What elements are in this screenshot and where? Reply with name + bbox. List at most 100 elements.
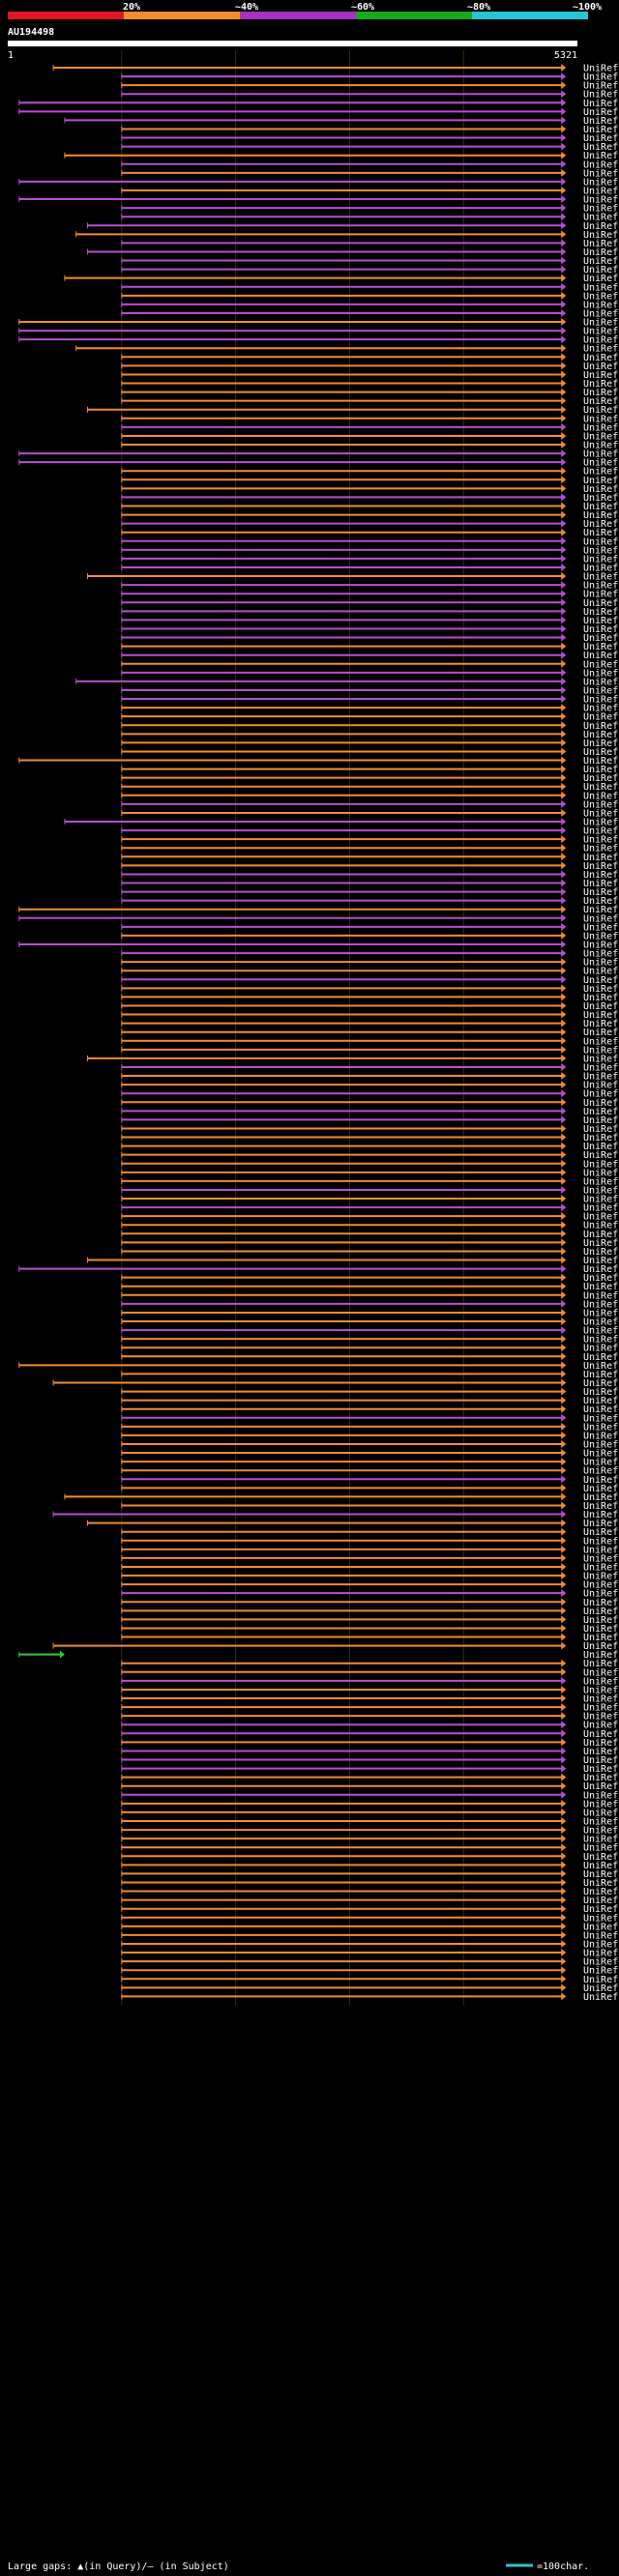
hit-row[interactable]: UniRef100_Q8VPN0 xyxy=(121,1045,619,1056)
hit-row[interactable]: UniRef100_Q5JTD0 xyxy=(121,1370,619,1380)
hit-label[interactable]: UniRef100_UP100... xyxy=(583,1536,619,1547)
hit-label[interactable]: UniRef100_B2GTX8 xyxy=(583,1747,619,1757)
hit-row[interactable]: UniRef100_UP100... xyxy=(121,204,619,215)
hit-row[interactable]: UniRef100_B9DP95 xyxy=(121,1781,619,1792)
hit-label[interactable]: UniRef100_A7HNV0 xyxy=(583,1221,619,1231)
hit-label[interactable]: UniRef100_UP100... xyxy=(583,1667,619,1678)
hit-row[interactable]: UniRef100_B9MQD7 xyxy=(121,949,619,960)
hit-row[interactable]: UniRef100_Q6S3Z5 xyxy=(121,1721,619,1731)
hit-label[interactable]: UniRef100_A2DW64 xyxy=(583,1843,619,1854)
hit-row[interactable]: UniRef100_C7BGM0 xyxy=(75,230,619,241)
hit-label[interactable]: UniRef100_C7BGN9 xyxy=(583,344,619,355)
hit-row[interactable]: UniRef100_C3DQ94 xyxy=(121,853,619,863)
hit-row[interactable]: UniRef100_UP100... xyxy=(64,274,619,284)
hit-row[interactable]: UniRef100_UP100... xyxy=(121,519,619,530)
hit-label[interactable]: UniRef100_B9NQ39 xyxy=(583,1650,619,1661)
hit-row[interactable]: UniRef100_Q52K18 xyxy=(121,616,619,626)
hit-row[interactable]: UniRef100_B7ZW90 xyxy=(121,1413,619,1424)
hit-row[interactable]: UniRef100_C4RII8 xyxy=(121,835,619,846)
hit-row[interactable]: UniRef100_C9YB77 xyxy=(121,1247,619,1258)
hit-row[interactable]: UniRef100_Q13023 xyxy=(121,1869,619,1880)
hit-row[interactable]: UniRef100_Q9Z6K9 xyxy=(121,493,619,504)
hit-row[interactable]: UniRef100_UP100... xyxy=(121,1352,619,1363)
hit-row[interactable]: UniRef100_O43516 xyxy=(121,1852,619,1863)
hit-row[interactable]: UniRef100_C5G9C0 xyxy=(121,1466,619,1477)
hit-label[interactable]: UniRef100_C9YB77 xyxy=(583,1247,619,1258)
hit-label[interactable]: UniRef100_Q6C1P4 xyxy=(583,1501,619,1512)
hit-label[interactable]: UniRef100_C3DQ94 xyxy=(583,853,619,863)
hit-row[interactable]: UniRef100_UP100... xyxy=(121,142,619,153)
hit-row[interactable]: UniRef100_UP100... xyxy=(121,186,619,196)
hit-row[interactable]: UniRef100_UP100... xyxy=(121,528,619,538)
hit-label[interactable]: UniRef100_C5P993 xyxy=(583,1150,619,1161)
hit-label[interactable]: UniRef100_Q2J6C4 xyxy=(583,1028,619,1038)
hit-label[interactable]: UniRef100_C1JIJ0 xyxy=(583,431,619,442)
hit-row[interactable]: UniRef100_UP100... xyxy=(121,1676,619,1687)
hit-label[interactable]: UniRef100_B9EWU9 xyxy=(583,1790,619,1801)
hit-label[interactable]: UniRef100_Q6Z5I9 xyxy=(583,1861,619,1871)
hit-label[interactable]: UniRef100_C1EH37 xyxy=(583,1326,619,1337)
hit-label[interactable]: UniRef100_P10165 xyxy=(583,72,619,83)
hit-label[interactable]: UniRef100_UP100... xyxy=(583,633,619,644)
hit-label[interactable]: UniRef100_Q7K5D3 xyxy=(583,353,619,363)
hit-row[interactable]: UniRef100_O47LH4 xyxy=(121,1308,619,1318)
hit-row[interactable]: UniRef100_Q6ZE26 xyxy=(121,993,619,1003)
hit-label[interactable]: UniRef100_UP100... xyxy=(583,247,619,258)
hit-row[interactable]: UniRef100_C9KZ90 xyxy=(18,449,619,460)
hit-row[interactable]: UniRef100_Q9VRM2 xyxy=(121,704,619,714)
hit-label[interactable]: UniRef100_Q9F307 xyxy=(583,1107,619,1117)
hit-row[interactable]: UniRef100_C1JIJ0 xyxy=(121,431,619,442)
hit-label[interactable]: UniRef100_UP100... xyxy=(583,1553,619,1564)
hit-label[interactable]: UniRef100_C8C9Q4 xyxy=(583,81,619,92)
hit-label[interactable]: UniRef100_UP100... xyxy=(583,536,619,547)
hit-row[interactable]: UniRef100_UP100... xyxy=(121,1904,619,1915)
hit-label[interactable]: UniRef100_A4FLP2 xyxy=(583,1957,619,1968)
hit-label[interactable]: UniRef100_Q5KGJ5 xyxy=(583,1062,619,1073)
hit-label[interactable]: UniRef100_A0YO56 xyxy=(583,458,619,469)
hit-label[interactable]: UniRef100_Q23K38 xyxy=(583,826,619,837)
hit-label[interactable]: UniRef100_O54306 xyxy=(583,677,619,687)
hit-row[interactable]: UniRef100_Q61888 xyxy=(121,1010,619,1021)
hit-label[interactable]: UniRef100_B4NQ19 xyxy=(583,1159,619,1170)
hit-label[interactable]: UniRef100_Q6S3Z5 xyxy=(583,1721,619,1731)
hit-row[interactable]: UniRef100_B9EWU9 xyxy=(121,1790,619,1801)
hit-row[interactable]: UniRef100_UP100... xyxy=(121,563,619,573)
hit-row[interactable]: UniRef100_Q9F307 xyxy=(121,1107,619,1117)
hit-row[interactable]: UniRef100_UP100... xyxy=(121,1562,619,1573)
hit-label[interactable]: UniRef100_Q6IN36 xyxy=(583,1344,619,1354)
hit-row[interactable]: UniRef100_Q2JCD7 xyxy=(121,1422,619,1433)
hit-label[interactable]: UniRef100_A9RMD2 xyxy=(583,1966,619,1977)
hit-row[interactable]: UniRef100_B8ZZM1 xyxy=(121,1808,619,1818)
hit-label[interactable]: UniRef100_A0JEX2 xyxy=(583,1930,619,1941)
hit-label[interactable]: UniRef100_C1N7Q7 xyxy=(583,1317,619,1328)
hit-label[interactable]: UniRef100_C9JKT8 xyxy=(583,335,619,346)
hit-label[interactable]: UniRef100_UP100... xyxy=(583,975,619,986)
hit-row[interactable]: UniRef100_B9P0K5 xyxy=(121,1475,619,1486)
hit-label[interactable]: UniRef100_B9MQD7 xyxy=(583,949,619,960)
hit-label[interactable]: UniRef100_Q95JC9 xyxy=(583,168,619,179)
hit-label[interactable]: UniRef100_Q0UNP4 xyxy=(583,695,619,706)
hit-label[interactable]: UniRef100_UP100... xyxy=(583,1685,619,1695)
hit-row[interactable]: UniRef100_Q5T1Q1 xyxy=(52,1378,619,1389)
hit-row[interactable]: UniRef100_UP100... xyxy=(121,975,619,986)
hit-row[interactable]: UniRef100_UP100... xyxy=(18,107,619,118)
hit-row[interactable]: UniRef100_P10163 xyxy=(18,1264,619,1275)
hit-label[interactable]: UniRef100_O47LH4 xyxy=(583,1308,619,1318)
hit-row[interactable]: UniRef100_Q6C1P4 xyxy=(121,1501,619,1512)
hit-label[interactable]: UniRef100_UP100... xyxy=(583,1527,619,1538)
hit-label[interactable]: UniRef100_Q9ZE23 xyxy=(583,765,619,775)
hit-row[interactable]: UniRef100_O94117 xyxy=(121,1019,619,1029)
hit-row[interactable]: UniRef100_B4PKM6 xyxy=(121,510,619,521)
hit-label[interactable]: UniRef100_A5J7E5 xyxy=(583,1054,619,1064)
hit-label[interactable]: UniRef100_Q5TMQ8 xyxy=(583,1484,619,1494)
hit-row[interactable]: UniRef100_UP100... xyxy=(121,624,619,635)
hit-row[interactable]: UniRef100_UP100... xyxy=(121,467,619,478)
hit-label[interactable]: UniRef100_A6L059 xyxy=(583,1036,619,1047)
hit-row[interactable]: UniRef100_B0XD91 xyxy=(121,1142,619,1152)
hit-row[interactable]: UniRef100_Q4LDH3 xyxy=(121,1230,619,1240)
hit-label[interactable]: UniRef100_UP100... xyxy=(583,195,619,206)
hit-row[interactable]: UniRef100_UP100... xyxy=(121,1195,619,1205)
hit-label[interactable]: UniRef100_A7RWU9 xyxy=(583,1256,619,1266)
hit-row[interactable]: UniRef100_A2VCL9 xyxy=(121,861,619,872)
hit-row[interactable]: UniRef100_A9ER29 xyxy=(121,1633,619,1643)
